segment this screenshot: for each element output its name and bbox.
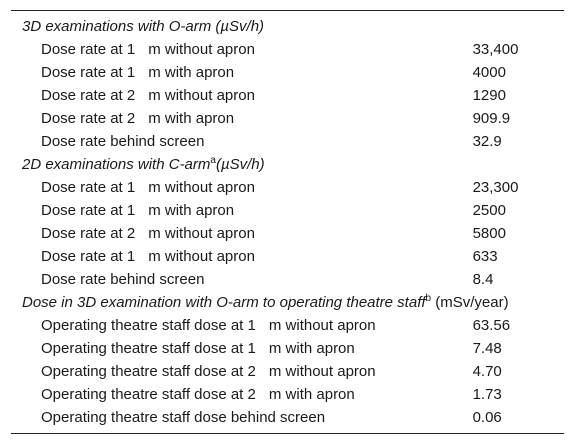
row-label-suffix: m without apron [148, 225, 255, 242]
row-label-suffix: m without apron [148, 87, 255, 104]
row-label: Operating theatre staff dose behind scre… [11, 406, 473, 434]
section-title-text: Dose in 3D examination with O-arm to ope… [22, 294, 426, 311]
table-row: Dose rate at 1 m without apron 23,300 [11, 176, 564, 199]
table-row: Operating theatre staff dose at 1 m witho… [11, 314, 564, 337]
row-value: 8.4 [472, 271, 494, 288]
section-header-staff-dose: Dose in 3D examination with O-arm to ope… [11, 291, 564, 314]
row-label: Dose rate at 1 m with apron [11, 199, 473, 222]
section-header-3d-oarm: 3D examinations with O-arm (µSv/h) [11, 11, 564, 39]
table-row: Operating theatre staff dose at 2 m with … [11, 383, 564, 406]
row-label-suffix: m without apron [148, 41, 255, 58]
row-value: 7.48 [472, 340, 502, 357]
footnote-marker: a [210, 155, 216, 166]
row-value: 909.9 [472, 110, 511, 127]
row-value: 32.9 [472, 133, 502, 150]
table-row: Dose rate at 1 m with apron 4000 [11, 61, 564, 84]
row-label-suffix: m without apron [268, 363, 376, 380]
row-label: Dose rate at 2 m without apron [11, 84, 473, 107]
table-row: Dose rate behind screen 8.4 [11, 268, 564, 291]
row-label-text: Operating theatre staff dose at 1 [41, 317, 256, 334]
section-title: 3D examinations with O-arm (µSv/h) [11, 11, 564, 39]
row-label: Dose rate at 2 m without apron [11, 222, 473, 245]
row-value: 4000 [472, 64, 506, 81]
row-label-text: Dose rate at 1 [41, 41, 136, 58]
section-title: Dose in 3D examination with O-arm to ope… [11, 291, 564, 314]
section-header-2d-carm: 2D examinations with C-arma(µSv/h) [11, 153, 564, 176]
row-label-text: Dose rate at 1 [41, 179, 136, 196]
table-row: Dose rate at 1 m without apron 633 [11, 245, 564, 268]
table-row: Dose rate at 2 m without apron 1290 [11, 84, 564, 107]
dose-table: 3D examinations with O-arm (µSv/h) Dose … [11, 10, 564, 434]
row-value: 33,400 [472, 41, 519, 58]
footnote-marker: b [425, 293, 432, 304]
row-value: 1290 [472, 87, 506, 104]
row-label-suffix: m without apron [268, 317, 376, 334]
section-title-text: 3D examinations with O-arm (µSv/h) [22, 18, 265, 35]
row-label-text: Operating theatre staff dose at 2 [41, 386, 256, 403]
row-label: Dose rate at 1 m without apron [11, 176, 473, 199]
row-value: 1.73 [472, 386, 502, 403]
row-label: Dose rate at 1 m with apron [11, 61, 473, 84]
row-label: Dose rate at 1 m without apron [11, 245, 473, 268]
row-label-suffix: m without apron [148, 248, 255, 265]
row-label-suffix: m with apron [148, 110, 235, 127]
row-label-text: Operating theatre staff dose at 1 [41, 340, 256, 357]
table-row: Operating theatre staff dose behind scre… [11, 406, 564, 434]
table-row: Operating theatre staff dose at 2 m witho… [11, 360, 564, 383]
row-label-text: Dose rate at 2 [41, 225, 136, 242]
row-label-text: Dose rate at 1 [41, 202, 136, 219]
row-value: 0.06 [472, 409, 502, 426]
row-value: 23,300 [472, 179, 519, 196]
row-label-suffix: m with apron [268, 386, 355, 403]
row-label-suffix: m without apron [148, 179, 255, 196]
row-label: Operating theatre staff dose at 1 m witho… [11, 314, 473, 337]
row-label-text: Dose rate at 1 [41, 248, 136, 265]
row-label: Operating theatre staff dose at 2 m with … [11, 383, 473, 406]
row-label-suffix: m with apron [268, 340, 355, 357]
row-label-text: Operating theatre staff dose behind scre… [41, 409, 326, 426]
row-label-suffix: m with apron [148, 202, 235, 219]
row-label: Dose rate at 2 m with apron [11, 107, 473, 130]
row-label-text: Dose rate behind screen [41, 133, 205, 150]
row-label-suffix: m with apron [148, 64, 235, 81]
row-value: 5800 [472, 225, 506, 242]
section-title-unit: (mSv/year) [435, 294, 509, 311]
table-row: Dose rate at 1 m without apron 33,400 [11, 38, 564, 61]
row-value: 63.56 [472, 317, 511, 334]
row-label: Operating theatre staff dose at 2 m witho… [11, 360, 473, 383]
row-label: Dose rate behind screen [11, 268, 473, 291]
row-label-text: Operating theatre staff dose at 2 [41, 363, 256, 380]
row-value: 633 [472, 248, 498, 265]
table-row: Dose rate at 2 m without apron 5800 [11, 222, 564, 245]
section-title: 2D examinations with C-arma(µSv/h) [11, 153, 564, 176]
table-row: Operating theatre staff dose at 1 m with … [11, 337, 564, 360]
row-label: Dose rate at 1 m without apron [11, 38, 473, 61]
row-label-text: Dose rate at 1 [41, 64, 136, 81]
row-value: 4.70 [472, 363, 502, 380]
table-row: Dose rate behind screen 32.9 [11, 130, 564, 153]
row-value: 2500 [472, 202, 506, 219]
section-title-unit: (µSv/h) [215, 156, 265, 173]
row-label: Operating theatre staff dose at 1 m with … [11, 337, 473, 360]
dose-table-container: 3D examinations with O-arm (µSv/h) Dose … [11, 10, 564, 434]
row-label-text: Dose rate at 2 [41, 110, 136, 127]
row-label: Dose rate behind screen [11, 130, 473, 153]
table-row: Dose rate at 1 m with apron 2500 [11, 199, 564, 222]
row-label-text: Dose rate at 2 [41, 87, 136, 104]
section-title-text: 2D examinations with C-arm [22, 156, 211, 173]
row-label-text: Dose rate behind screen [41, 271, 205, 288]
table-row: Dose rate at 2 m with apron 909.9 [11, 107, 564, 130]
